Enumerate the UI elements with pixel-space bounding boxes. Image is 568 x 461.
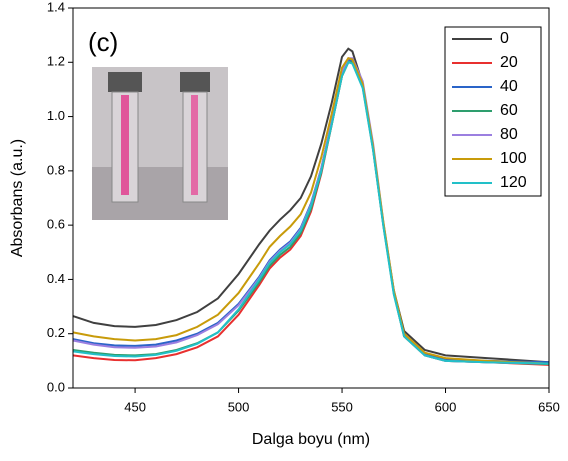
x-tick-label: 650 [538, 399, 560, 414]
x-axis-label: Dalga boyu (nm) [252, 431, 370, 448]
legend-label: 40 [500, 78, 518, 95]
x-tick-label: 600 [435, 399, 457, 414]
y-tick-label: 0.0 [47, 379, 65, 394]
x-tick-label: 550 [331, 399, 353, 414]
plot-frame [72, 7, 550, 389]
x-tick-label: 450 [124, 399, 146, 414]
legend-label: 80 [500, 126, 518, 143]
y-tick-label: 0.2 [47, 325, 65, 340]
y-tick-label: 0.6 [47, 217, 65, 232]
legend-label: 60 [500, 102, 518, 119]
legend-label: 100 [500, 150, 527, 167]
y-axis-label: Absorbans (a.u.) [9, 139, 26, 257]
inset-photo [92, 67, 228, 220]
series-line [72, 61, 550, 365]
annotation: (c) [88, 27, 118, 57]
legend-label: 20 [500, 54, 518, 71]
legend-label: 0 [500, 30, 509, 47]
y-tick-label: 1.4 [47, 0, 65, 14]
y-tick-label: 1.2 [47, 54, 65, 69]
y-tick-label: 0.8 [47, 162, 65, 177]
legend-label: 120 [500, 174, 527, 191]
y-tick-label: 1.0 [47, 108, 65, 123]
y-tick-label: 0.4 [47, 271, 65, 286]
x-tick-label: 500 [228, 399, 250, 414]
